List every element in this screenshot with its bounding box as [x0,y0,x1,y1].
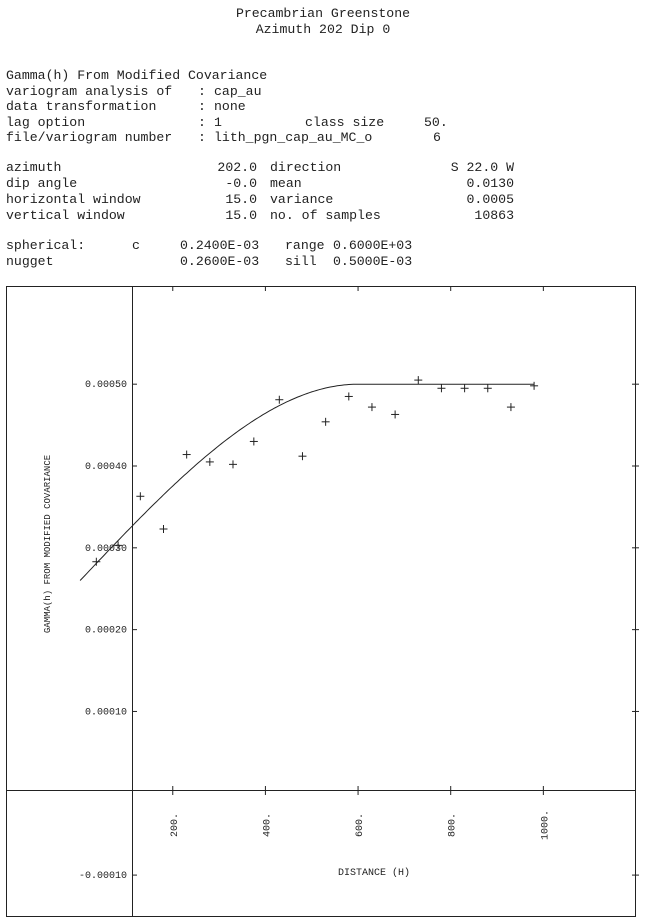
data-point [275,395,284,404]
x-tick-label: 600. [355,813,366,837]
data-point [249,437,258,446]
data-point [460,384,469,393]
param-label-azimuth: azimuth [6,160,62,175]
param-label-direction: direction [270,160,342,175]
data-point [506,403,515,412]
x-tick-label: 1000. [540,810,551,840]
param-label-dip: dip angle [6,176,78,191]
model-curve-line [79,383,535,581]
y-tick-label: 0.00050 [85,380,127,391]
data-point [530,381,539,390]
file-value: lith_pgn_cap_au_MC_o [214,130,373,145]
model-type-label: spherical: [6,238,86,253]
data-point [114,541,123,550]
class-size-label: class size [305,115,385,130]
data-point [414,376,423,385]
data-point [321,417,330,426]
param-label-mean: mean [270,176,302,191]
data-point [228,460,237,469]
file-number: 6 [433,130,441,145]
data-point [298,452,307,461]
param-value-hwindow: 15.0 [225,192,257,207]
data-point [205,457,214,466]
data-point [136,492,145,501]
model-range-label: range [285,238,325,253]
param-value-direction: S 22.0 W [450,160,514,175]
y-axis-label: GAMMA(h) FROM MODIFIED COVARIANCE [43,455,53,633]
data-point [92,557,101,566]
data-point [367,403,376,412]
y-tick-label: 0.00020 [85,626,127,637]
file-colon: : [198,130,214,145]
class-size-value: 50. [424,115,448,130]
param-value-mean: 0.0130 [466,176,514,191]
model-range-value: 0.6000E+03 [333,238,413,253]
data-point [437,384,446,393]
param-value-variance: 0.0005 [466,192,514,207]
transform-value: none [214,99,246,114]
model-nugget-value: 0.2600E-03 [180,254,260,269]
transform-label: data transformation [6,99,157,114]
param-label-vwindow: vertical window [6,208,125,223]
lag-label: lag option [6,115,86,130]
transform-colon: : [198,99,214,114]
x-tick-label: 800. [448,813,459,837]
param-value-samples: 10863 [474,208,514,223]
model-c-value: 0.2400E-03 [180,238,260,253]
data-point [391,410,400,419]
y-tick-label: 0.00040 [85,462,127,473]
lag-colon: : [198,115,214,130]
y-tick-label: -0.00010 [79,871,127,882]
data-point [483,384,492,393]
y-tick-label: 0.00030 [85,544,127,555]
model-c-label: c [132,238,140,253]
plot-frame [6,286,636,917]
param-value-dip: -0.0 [225,176,257,191]
data-point [344,392,353,401]
info-gamma-line: Gamma(h) From Modified Covariance [6,68,268,83]
data-point [159,525,168,533]
param-label-hwindow: horizontal window [6,192,141,207]
chart-title: Precambrian Greenstone [235,6,411,21]
model-nugget-label: nugget [6,254,54,269]
param-value-vwindow: 15.0 [225,208,257,223]
data-point [182,450,191,459]
y-tick-label: 0.00010 [85,707,127,718]
model-sill-label: sill [285,254,317,269]
param-label-variance: variance [270,192,334,207]
variogram-value: cap_au [214,84,262,99]
file-label: file/variogram number [6,130,173,145]
param-label-samples: no. of samples [270,208,381,223]
model-sill-value: 0.5000E-03 [333,254,413,269]
x-tick-label: 400. [262,813,273,837]
chart-subtitle: Azimuth 202 Dip 0 [255,22,391,37]
param-value-azimuth: 202.0 [217,160,257,175]
variogram-colon: : [198,84,214,99]
variogram-label: variogram analysis of [6,84,173,99]
x-tick-label: 200. [170,813,181,837]
lag-value: 1 [214,115,222,130]
x-axis-label: DISTANCE (H) [338,867,410,879]
